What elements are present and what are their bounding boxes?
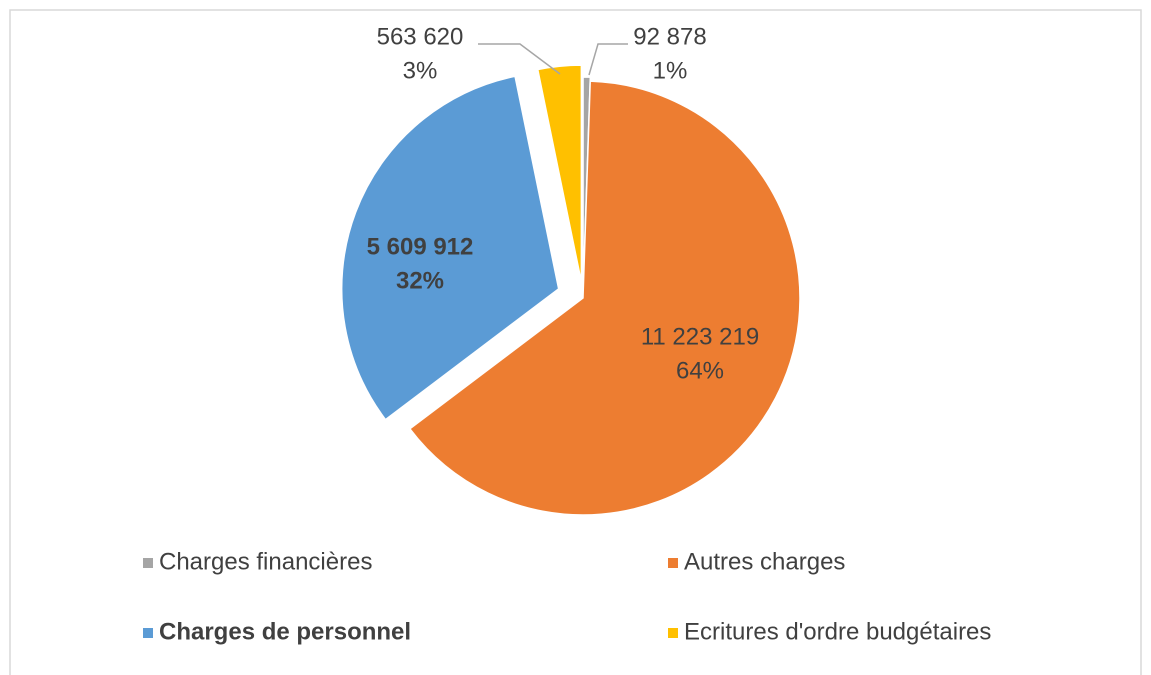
legend-label: Autres charges bbox=[684, 548, 845, 575]
pie-slice bbox=[408, 80, 801, 516]
legend-label: Charges financières bbox=[159, 548, 372, 575]
legend-label: Ecritures d'ordre budgétaires bbox=[684, 618, 991, 645]
legend-swatch bbox=[143, 628, 153, 638]
data-label-percent: 1% bbox=[653, 57, 688, 84]
legend-swatch bbox=[143, 558, 153, 568]
data-label-value: 11 223 219 bbox=[641, 323, 759, 350]
data-label-value: 563 620 bbox=[377, 23, 464, 50]
data-label-percent: 32% bbox=[396, 267, 444, 294]
data-label-value: 92 878 bbox=[633, 23, 706, 50]
chart-frame bbox=[9, 9, 1142, 675]
data-label-percent: 64% bbox=[676, 357, 724, 384]
legend-label: Charges de personnel bbox=[159, 618, 411, 645]
leader-line bbox=[588, 43, 628, 76]
pie-slice bbox=[340, 75, 560, 421]
data-label-percent: 3% bbox=[403, 57, 438, 84]
legend-swatch bbox=[668, 628, 678, 638]
data-label-value: 5 609 912 bbox=[367, 233, 474, 260]
leader-line bbox=[478, 43, 561, 75]
legend-swatch bbox=[668, 558, 678, 568]
pie-slice bbox=[536, 64, 583, 283]
